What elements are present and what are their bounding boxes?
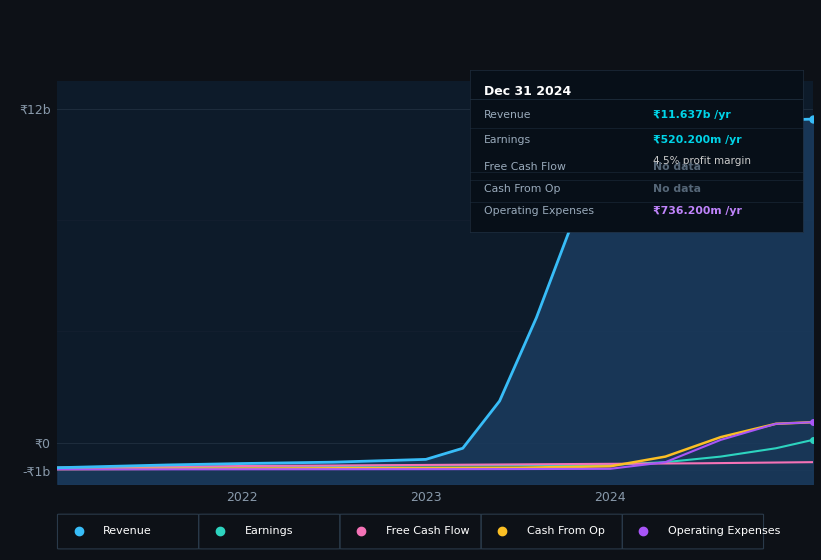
Text: Cash From Op: Cash From Op: [484, 184, 560, 194]
Text: Free Cash Flow: Free Cash Flow: [386, 526, 470, 535]
Text: Earnings: Earnings: [484, 135, 531, 145]
Text: Revenue: Revenue: [103, 526, 152, 535]
Text: 4.5% profit margin: 4.5% profit margin: [654, 156, 751, 166]
Text: Dec 31 2024: Dec 31 2024: [484, 85, 571, 97]
Text: Operating Expenses: Operating Expenses: [668, 526, 781, 535]
Text: ₹11.637b /yr: ₹11.637b /yr: [654, 110, 731, 120]
Text: Earnings: Earnings: [245, 526, 293, 535]
Text: ₹736.200m /yr: ₹736.200m /yr: [654, 206, 742, 216]
Text: ₹520.200m /yr: ₹520.200m /yr: [654, 135, 742, 145]
Text: No data: No data: [654, 162, 701, 172]
Text: Operating Expenses: Operating Expenses: [484, 206, 594, 216]
Text: Revenue: Revenue: [484, 110, 531, 120]
Text: Free Cash Flow: Free Cash Flow: [484, 162, 566, 172]
Text: Cash From Op: Cash From Op: [527, 526, 605, 535]
Text: No data: No data: [654, 184, 701, 194]
